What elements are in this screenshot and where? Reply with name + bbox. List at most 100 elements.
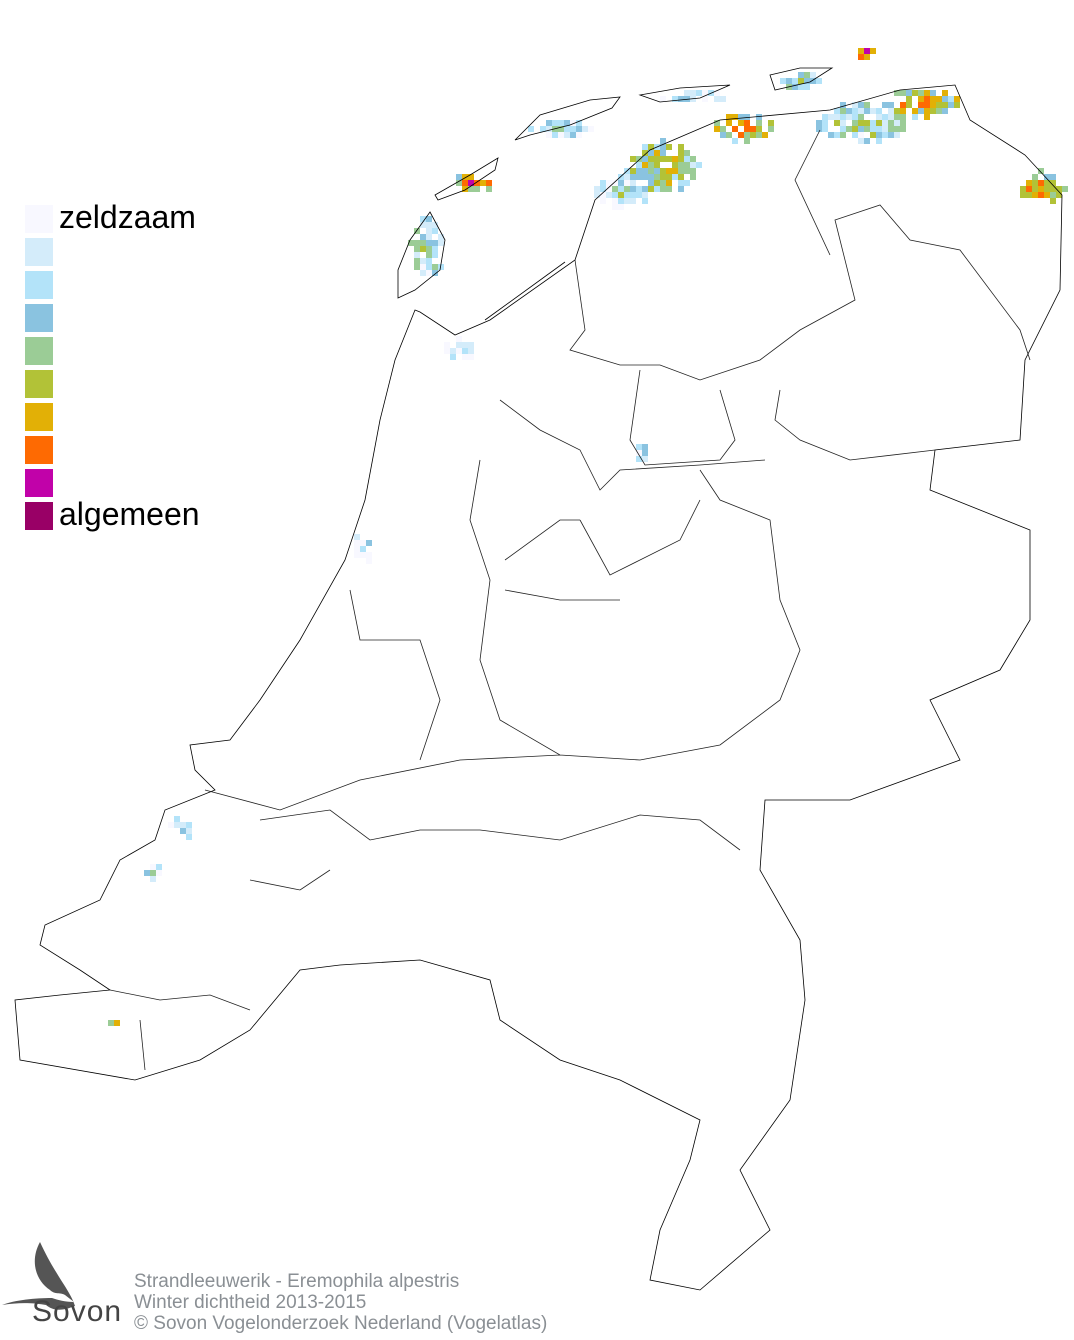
density-cell <box>942 90 948 96</box>
density-cell <box>648 168 654 174</box>
density-cell <box>714 120 720 126</box>
density-cell <box>414 228 420 234</box>
density-cell <box>1050 186 1056 192</box>
density-cell <box>828 132 834 138</box>
density-cell <box>180 822 186 828</box>
density-cell <box>576 120 582 126</box>
density-cell <box>648 150 654 156</box>
density-cell <box>738 114 744 120</box>
density-cell <box>690 156 696 162</box>
density-cell <box>1026 186 1032 192</box>
density-cell <box>624 174 630 180</box>
density-cell <box>612 192 618 198</box>
legend-swatch <box>25 304 53 332</box>
schiermonnikoog-outline <box>769 67 834 91</box>
density-cell <box>444 342 450 348</box>
density-cell <box>414 240 420 246</box>
density-cell <box>948 96 954 102</box>
density-cell <box>546 120 552 126</box>
density-cell <box>1044 186 1050 192</box>
density-cell <box>666 180 672 186</box>
density-cell <box>420 216 426 222</box>
legend-label-low: zeldzaam <box>59 199 196 235</box>
density-cell <box>804 72 810 78</box>
density-cell <box>642 198 648 204</box>
density-cell <box>918 102 924 108</box>
density-cell <box>480 180 486 186</box>
density-cell <box>420 240 426 246</box>
density-cell <box>636 444 642 450</box>
density-cell <box>642 186 648 192</box>
density-cell <box>636 456 642 462</box>
density-cell <box>576 132 582 138</box>
density-cell <box>552 120 558 126</box>
density-cell <box>660 168 666 174</box>
density-cell <box>870 48 876 54</box>
density-cell <box>1038 180 1044 186</box>
density-cells <box>108 48 1068 1026</box>
density-cell <box>150 876 156 882</box>
texel-outline <box>397 211 446 299</box>
density-cell <box>600 192 606 198</box>
density-cell <box>858 54 864 60</box>
density-cell <box>678 186 684 192</box>
density-cell <box>924 102 930 108</box>
legend-swatch <box>25 469 53 497</box>
density-cell <box>714 126 720 132</box>
density-cell <box>468 180 474 186</box>
density-cell <box>756 120 762 126</box>
density-cell <box>852 102 858 108</box>
density-cell <box>1026 192 1032 198</box>
density-cell <box>426 228 432 234</box>
density-cell <box>426 222 432 228</box>
density-cell <box>690 90 696 96</box>
density-cell <box>864 108 870 114</box>
density-cell <box>414 264 420 270</box>
density-cell <box>354 546 360 552</box>
density-cell <box>426 252 432 258</box>
density-cell <box>144 870 150 876</box>
density-cell <box>642 174 648 180</box>
density-cell <box>858 102 864 108</box>
density-cell <box>354 552 360 558</box>
density-cell <box>924 96 930 102</box>
density-cell <box>864 126 870 132</box>
density-cell <box>714 90 720 96</box>
density-cell <box>438 240 444 246</box>
density-cell <box>564 126 570 132</box>
density-cell <box>600 186 606 192</box>
density-cell <box>726 132 732 138</box>
density-cell <box>954 96 960 102</box>
density-cell <box>648 180 654 186</box>
density-cell <box>876 114 882 120</box>
density-cell <box>930 102 936 108</box>
density-cell <box>444 348 450 354</box>
density-cell <box>462 180 468 186</box>
density-cell <box>414 258 420 264</box>
density-cell <box>888 102 894 108</box>
density-cell <box>672 174 678 180</box>
density-cell <box>108 1020 114 1026</box>
density-cell <box>780 78 786 84</box>
density-cell <box>948 102 954 108</box>
density-cell <box>570 132 576 138</box>
density-cell <box>678 144 684 150</box>
density-cell <box>900 102 906 108</box>
density-cell <box>816 126 822 132</box>
density-cell <box>942 108 948 114</box>
density-cell <box>618 174 624 180</box>
density-cell <box>798 78 804 84</box>
density-cell <box>750 132 756 138</box>
density-cell <box>570 126 576 132</box>
density-cell <box>420 222 426 228</box>
density-cell <box>486 186 492 192</box>
density-cell <box>354 534 360 540</box>
density-cell <box>738 120 744 126</box>
density-cell <box>456 336 462 342</box>
density-cell <box>1050 198 1056 204</box>
legend-swatch <box>25 205 53 233</box>
density-cell <box>1032 192 1038 198</box>
density-cell <box>864 48 870 54</box>
density-cell <box>1038 168 1044 174</box>
